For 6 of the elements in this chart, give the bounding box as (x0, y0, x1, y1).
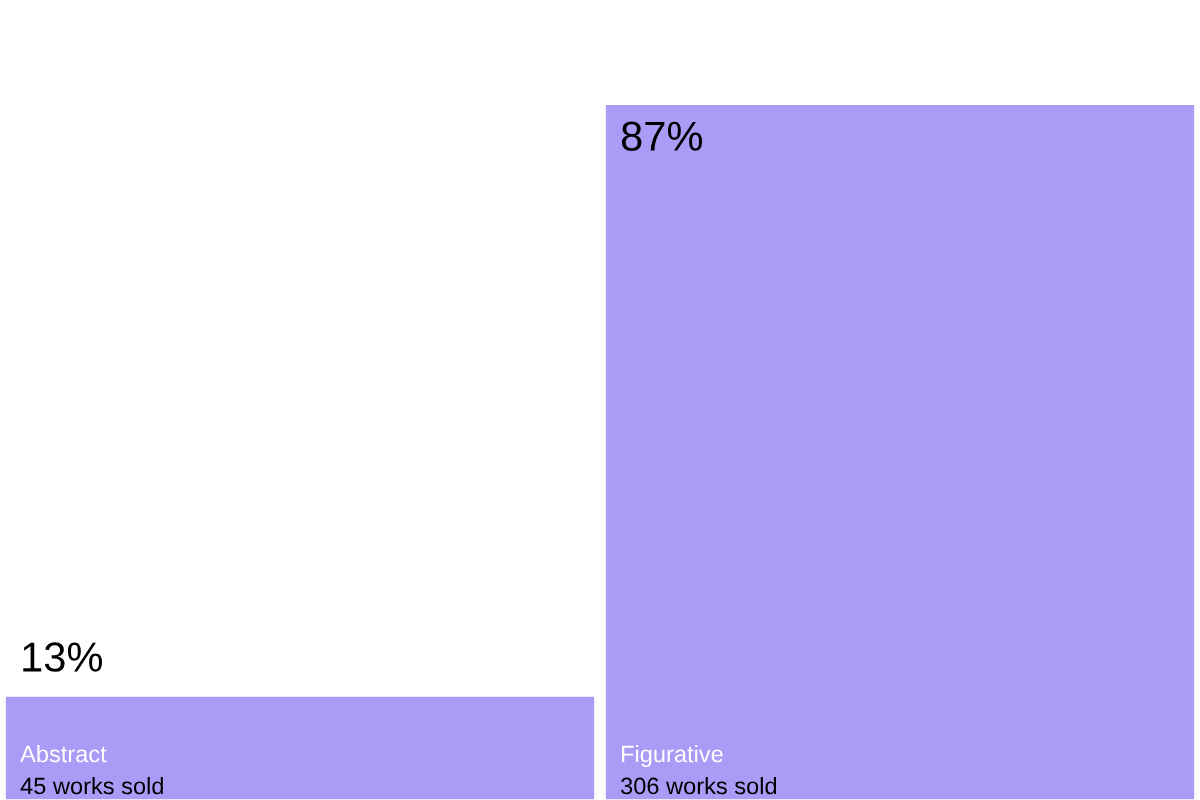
annotation: 45 works sold (20, 776, 163, 795)
data-label: 13% (23, 642, 103, 672)
x-tick-label: Abstract (20, 744, 107, 763)
annotation: 306 works sold (621, 776, 777, 795)
x-tick-label: Figurative (622, 744, 723, 768)
data-label: 87% (621, 121, 703, 151)
